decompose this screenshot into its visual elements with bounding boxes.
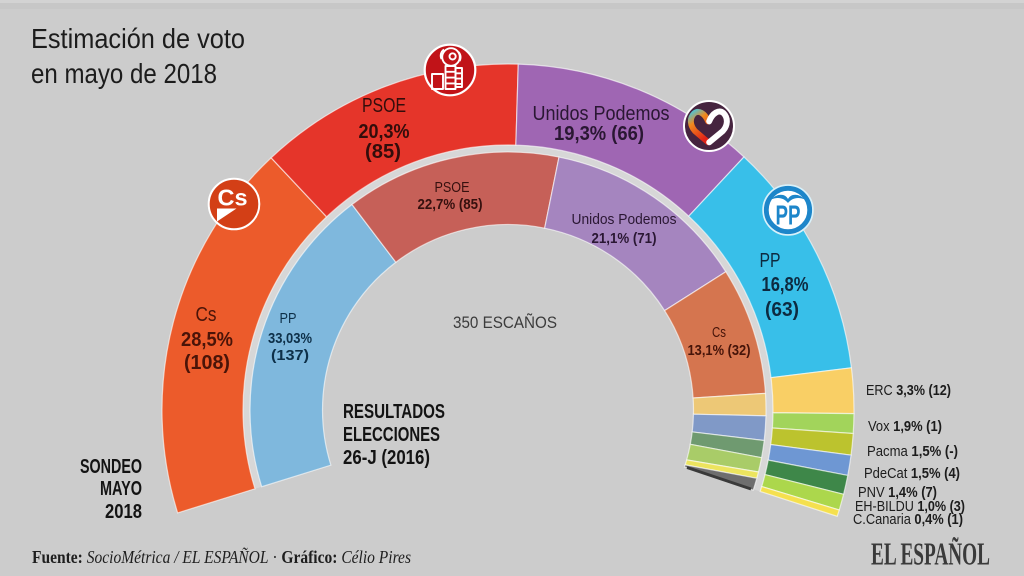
svg-text:19,3% (66): 19,3% (66) (554, 123, 644, 145)
svg-text:26-J (2016): 26-J (2016) (343, 446, 430, 469)
svg-text:13,1% (32): 13,1% (32) (688, 342, 751, 359)
svg-text:ELECCIONES: ELECCIONES (343, 423, 440, 446)
svg-text:C.Canaria 0,4% (1): C.Canaria 0,4% (1) (853, 512, 963, 528)
svg-text:(108): (108) (184, 352, 230, 374)
svg-text:Pacma 1,5% (-): Pacma 1,5% (-) (867, 444, 958, 460)
svg-text:Estimación de voto: Estimación de voto (31, 23, 245, 54)
svg-text:PdeCat 1,5% (4): PdeCat 1,5% (4) (864, 466, 960, 482)
svg-text:2018: 2018 (105, 500, 142, 523)
svg-text:Cs: Cs (217, 185, 247, 211)
svg-text:(85): (85) (365, 141, 401, 163)
svg-text:PP: PP (760, 250, 781, 272)
svg-text:ERC 3,3% (12): ERC 3,3% (12) (866, 383, 951, 399)
svg-text:28,5%: 28,5% (181, 329, 233, 351)
svg-text:EL ESPAÑOL: EL ESPAÑOL (871, 537, 990, 572)
svg-text:20,3%: 20,3% (359, 121, 410, 143)
svg-text:SONDEO: SONDEO (80, 455, 142, 478)
svg-text:Cs: Cs (196, 304, 217, 326)
svg-text:16,8%: 16,8% (762, 274, 809, 296)
svg-text:PP: PP (776, 200, 801, 231)
svg-text:(63): (63) (765, 299, 799, 321)
svg-text:RESULTADOS: RESULTADOS (343, 400, 445, 423)
svg-text:PSOE: PSOE (362, 95, 406, 117)
svg-text:PSOE: PSOE (435, 179, 470, 196)
svg-text:(137): (137) (271, 347, 309, 364)
svg-text:22,7% (85): 22,7% (85) (418, 196, 483, 213)
svg-text:350 ESCAÑOS: 350 ESCAÑOS (453, 312, 557, 332)
svg-text:Cs: Cs (712, 324, 726, 341)
svg-text:MAYO: MAYO (100, 477, 142, 500)
svg-text:Fuente: SocioMétrica / EL ESPA: Fuente: SocioMétrica / EL ESPAÑOL · Gráf… (32, 547, 411, 567)
svg-text:EH-BILDU 1,0% (3): EH-BILDU 1,0% (3) (855, 499, 965, 515)
svg-text:Unidos Podemos: Unidos Podemos (533, 103, 670, 125)
svg-text:en mayo de 2018: en mayo de 2018 (31, 58, 217, 89)
svg-text:Vox 1,9% (1): Vox 1,9% (1) (868, 419, 942, 435)
svg-text:33,03%: 33,03% (268, 330, 312, 347)
svg-text:PP: PP (280, 310, 297, 327)
svg-text:21,1% (71): 21,1% (71) (592, 230, 657, 247)
svg-text:Unidos Podemos: Unidos Podemos (572, 211, 677, 228)
svg-text:PNV 1,4% (7): PNV 1,4% (7) (858, 485, 937, 501)
